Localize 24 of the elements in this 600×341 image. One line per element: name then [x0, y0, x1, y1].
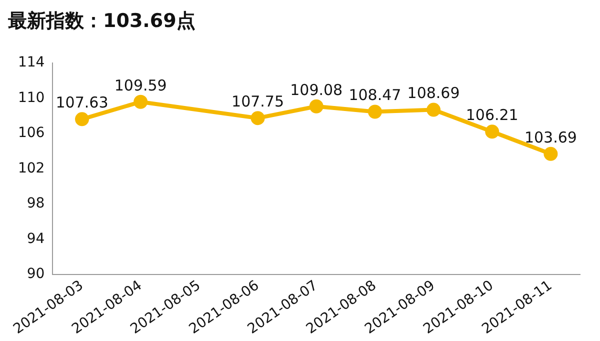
point	[368, 104, 382, 119]
point	[485, 124, 500, 139]
point	[134, 94, 148, 109]
point	[309, 99, 324, 114]
data-label: 103.69	[524, 128, 577, 146]
y-tick-label: 102	[18, 160, 45, 176]
y-tick-label: 106	[18, 125, 45, 142]
chart-title: 最新指数：103.69点	[8, 9, 196, 34]
point	[544, 146, 558, 161]
y-tick-label: 94	[26, 230, 45, 247]
y-tick-label: 98	[26, 196, 45, 212]
y-tick-label: 110	[18, 90, 45, 106]
data-label: 106.21	[466, 106, 518, 124]
data-label: 107.63	[56, 94, 108, 112]
y-tick-label: 90	[26, 266, 45, 282]
point	[250, 111, 265, 126]
point	[75, 112, 90, 126]
point	[426, 102, 441, 117]
data-label: 108.47	[348, 86, 402, 104]
y-tick-label: 114	[18, 54, 45, 71]
data-label: 109.08	[290, 80, 343, 99]
data-label: 107.75	[232, 92, 284, 110]
data-label: 108.69	[407, 84, 460, 102]
data-label: 109.59	[114, 76, 167, 94]
